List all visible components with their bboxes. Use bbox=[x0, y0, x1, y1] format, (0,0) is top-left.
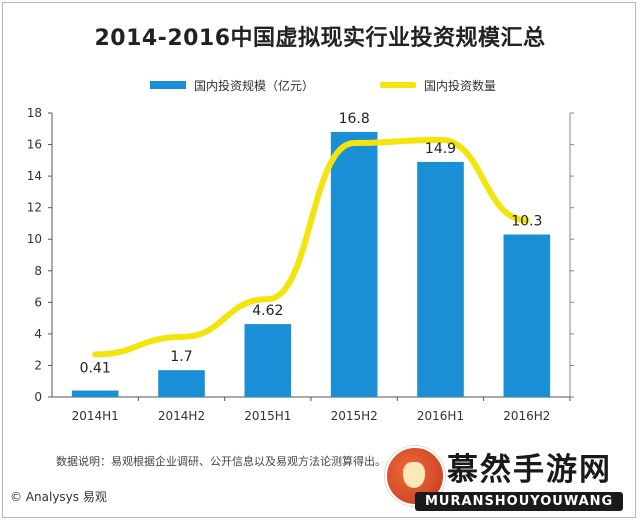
legend-label-investment-scale: 国内投资规模（亿元） bbox=[194, 78, 315, 93]
y-tick-label: 18 bbox=[27, 106, 42, 120]
y-tick-label: 16 bbox=[27, 138, 42, 152]
x-tick-label: 2015H2 bbox=[331, 409, 378, 423]
bar-data-label: 14.9 bbox=[425, 141, 456, 157]
x-tick-label: 2016H1 bbox=[417, 409, 464, 423]
x-tick-label: 2014H1 bbox=[72, 409, 119, 423]
bar-data-label: 4.62 bbox=[252, 303, 283, 319]
line-point bbox=[180, 336, 183, 339]
line-point bbox=[94, 353, 97, 356]
legend-item-investment-scale: 国内投资规模（亿元） bbox=[150, 77, 314, 93]
bar bbox=[503, 234, 551, 397]
bar bbox=[158, 370, 205, 397]
legend-swatch-line bbox=[380, 82, 416, 88]
bar bbox=[244, 324, 292, 397]
y-tick-label: 8 bbox=[34, 264, 42, 278]
bar bbox=[330, 131, 378, 397]
site-watermark: 慕然手游网 MURANSHOUYOUWANG bbox=[385, 436, 637, 518]
legend-swatch-bar bbox=[150, 81, 186, 89]
bar bbox=[71, 390, 119, 397]
legend-item-investment-count: 国内投资数量 bbox=[380, 77, 496, 93]
y-tick-label: 4 bbox=[34, 327, 42, 341]
y-tick-label: 2 bbox=[34, 358, 42, 372]
bar bbox=[417, 161, 464, 397]
legend-label-investment-count: 国内投资数量 bbox=[424, 78, 497, 93]
data-note: 数据说明：易观根据企业调研、公开信息以及易观方法论测算得出。 bbox=[56, 455, 386, 468]
x-tick-label: 2015H1 bbox=[244, 409, 291, 423]
y-tick-label: 0 bbox=[34, 390, 42, 404]
bar-data-label: 10.3 bbox=[511, 213, 542, 229]
line-point bbox=[353, 141, 356, 144]
bar-data-label: 0.41 bbox=[80, 361, 111, 377]
x-tick-label: 2014H2 bbox=[158, 409, 205, 423]
y-tick-label: 12 bbox=[27, 201, 42, 215]
y-tick-label: 14 bbox=[27, 169, 42, 183]
x-tick-label: 2016H2 bbox=[503, 409, 550, 423]
line-point bbox=[439, 138, 442, 141]
line-point bbox=[266, 298, 269, 301]
watermark-title: 慕然手游网 bbox=[447, 452, 612, 488]
chart-title: 2014-2016中国虚拟现实行业投资规模汇总 bbox=[94, 26, 546, 51]
y-tick-label: 10 bbox=[27, 232, 42, 246]
y-tick-label: 6 bbox=[34, 295, 42, 309]
line-point bbox=[525, 219, 528, 222]
footer-source: © Analysys 易观 bbox=[10, 490, 107, 504]
watermark-subtitle: MURANSHOUYOUWANG bbox=[415, 492, 624, 511]
bar-data-label: 16.8 bbox=[339, 111, 370, 127]
bar-data-label: 1.7 bbox=[170, 349, 192, 365]
